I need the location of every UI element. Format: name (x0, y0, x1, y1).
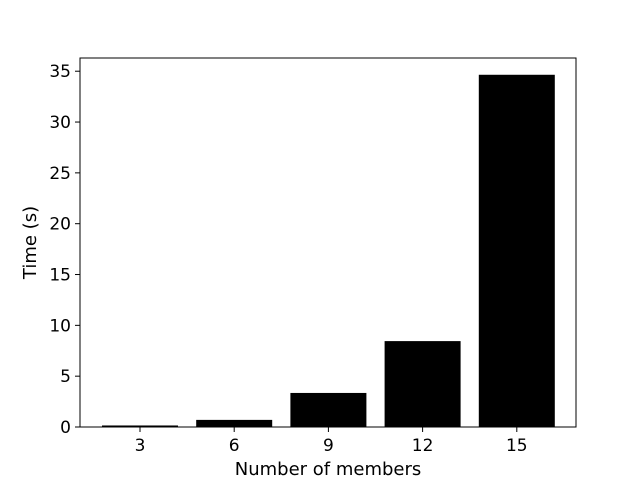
bar-3 (102, 425, 178, 427)
x-tick-label: 15 (506, 436, 528, 456)
y-tick-label: 5 (60, 367, 71, 387)
bar-15 (478, 74, 555, 427)
x-tick-label: 3 (135, 436, 146, 456)
y-tick-label: 25 (49, 164, 71, 184)
y-tick-label: 35 (49, 62, 71, 82)
bar-9 (290, 392, 367, 427)
x-tick-label: 6 (229, 436, 240, 456)
y-tick-label: 10 (49, 316, 71, 336)
bar-6 (196, 419, 273, 427)
bar-12 (384, 341, 461, 427)
x-tick-label: 12 (412, 436, 434, 456)
bars-layer (102, 74, 555, 427)
y-tick-label: 15 (49, 266, 71, 286)
y-tick-label: 30 (49, 113, 71, 133)
x-axis: 3 6 9 12 15 (135, 427, 528, 456)
y-tick-label: 20 (49, 215, 71, 235)
y-tick-label: 0 (60, 418, 71, 438)
y-axis-label: Time (s) (20, 206, 41, 280)
y-axis: 0 5 10 15 20 25 30 35 (49, 62, 80, 438)
x-axis-label: Number of members (235, 459, 422, 480)
x-tick-label: 9 (323, 436, 334, 456)
